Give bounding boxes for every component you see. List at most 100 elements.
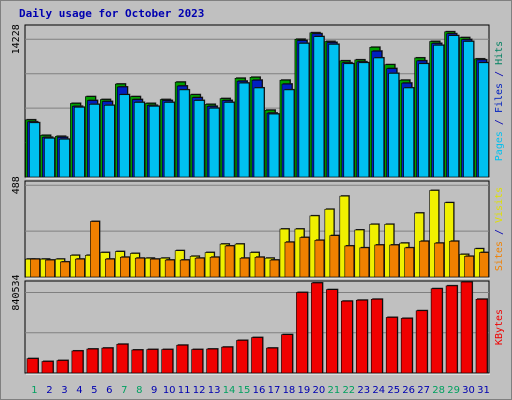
bar-pages-day-7 [118, 94, 130, 178]
day-label-15: 15 [238, 385, 251, 396]
day-label-30: 30 [462, 385, 475, 396]
side-legend-visits: Sites / Visits [494, 187, 505, 271]
bar-sites-day-10 [164, 259, 175, 278]
day-label-28: 28 [432, 385, 445, 396]
bar-kbytes-day-25 [385, 317, 398, 374]
bar-pages-day-25 [388, 73, 400, 178]
bar-pages-day-20 [313, 36, 325, 178]
bar-kbytes-day-6 [101, 347, 114, 374]
bar-pages-day-4 [74, 107, 85, 178]
legend-part-hits-0: Pages [494, 131, 505, 161]
bar-kbytes-day-29 [445, 285, 458, 374]
bar-kbytes-day-26 [400, 318, 413, 374]
bar-sites-day-25 [389, 244, 400, 278]
bar-kbytes-day-18 [281, 334, 293, 374]
bar-kbytes-day-13 [206, 348, 218, 374]
day-label-1: 1 [31, 385, 37, 396]
bar-pages-day-19 [298, 43, 310, 178]
bar-pages-day-24 [373, 57, 385, 178]
day-label-26: 26 [402, 385, 415, 396]
bar-pages-day-17 [268, 113, 280, 178]
bar-pages-day-9 [148, 106, 160, 178]
day-label-23: 23 [357, 385, 370, 396]
bar-kbytes-day-23 [355, 299, 368, 374]
bar-pages-day-23 [358, 62, 370, 178]
bar-pages-day-26 [403, 87, 414, 178]
day-label-25: 25 [387, 385, 400, 396]
legend-part-visits-1: / [494, 223, 505, 241]
bar-sites-day-19 [299, 237, 310, 278]
day-label-10: 10 [163, 385, 176, 396]
legend-part-visits-0: Sites [494, 241, 505, 271]
bar-sites-day-27 [419, 240, 429, 278]
bar-kbytes-day-24 [370, 298, 383, 374]
bar-sites-day-8 [134, 257, 145, 278]
bar-pages-day-18 [283, 89, 295, 178]
day-label-7: 7 [121, 385, 127, 396]
bar-sites-day-6 [105, 258, 115, 278]
bar-kbytes-day-15 [236, 340, 248, 374]
bar-kbytes-day-28 [430, 288, 443, 374]
bar-pages-day-2 [44, 137, 55, 178]
bar-pages-day-13 [208, 107, 220, 178]
bar-kbytes-day-10 [161, 349, 173, 374]
side-legend-hits: Pages / Files / Hits [494, 41, 505, 161]
bar-kbytes-day-17 [266, 347, 278, 374]
day-label-9: 9 [151, 385, 157, 396]
bar-sites-day-26 [404, 247, 414, 278]
bar-pages-day-8 [133, 102, 145, 178]
bar-sites-day-22 [344, 245, 355, 278]
bar-kbytes-day-5 [86, 348, 99, 374]
bar-kbytes-day-12 [191, 349, 203, 374]
bar-sites-day-29 [449, 240, 459, 278]
bar-kbytes-day-8 [131, 349, 144, 374]
bar-pages-day-14 [223, 102, 235, 178]
bar-visits-day-29 [444, 202, 454, 278]
bar-sites-day-23 [359, 247, 370, 278]
legend-part-hits-3: / [494, 65, 505, 83]
bar-sites-day-24 [374, 244, 385, 278]
legend-part-visits-2: Visits [494, 187, 505, 223]
bar-kbytes-day-31 [475, 298, 488, 374]
legend-part-hits-2: Files [494, 83, 505, 113]
day-label-16: 16 [253, 385, 266, 396]
day-label-4: 4 [76, 385, 82, 396]
day-label-5: 5 [91, 385, 97, 396]
bar-pages-day-11 [178, 89, 190, 178]
bar-kbytes-day-16 [251, 337, 263, 374]
legend-part-hits-4: Hits [494, 41, 505, 65]
bar-pages-day-15 [238, 82, 250, 178]
day-label-19: 19 [298, 385, 311, 396]
bar-pages-day-10 [163, 102, 175, 178]
day-label-17: 17 [268, 385, 281, 396]
bar-kbytes-day-27 [415, 310, 428, 374]
day-label-13: 13 [208, 385, 221, 396]
bar-sites-day-21 [329, 235, 340, 278]
bar-pages-day-5 [89, 104, 100, 178]
day-label-20: 20 [313, 385, 326, 396]
day-label-3: 3 [61, 385, 67, 396]
day-label-8: 8 [136, 385, 142, 396]
bar-pages-day-31 [478, 62, 489, 178]
bar-sites-day-15 [239, 257, 250, 278]
bar-kbytes-day-21 [326, 289, 338, 374]
bar-kbytes-day-2 [41, 361, 54, 374]
bar-sites-day-1 [30, 258, 40, 278]
bar-pages-day-22 [343, 63, 355, 178]
bar-sites-day-9 [149, 258, 160, 278]
day-label-2: 2 [46, 385, 52, 396]
ymax-label-kbytes: 840534 [11, 274, 22, 310]
bar-kbytes-day-14 [221, 346, 233, 374]
bar-pages-day-6 [104, 105, 115, 178]
bar-kbytes-day-22 [341, 300, 353, 374]
bar-pages-day-27 [418, 63, 429, 178]
bar-kbytes-day-19 [296, 292, 308, 374]
bar-sites-day-4 [75, 258, 85, 278]
bar-kbytes-day-20 [311, 282, 323, 374]
bar-sites-day-5 [90, 221, 100, 278]
day-label-22: 22 [342, 385, 355, 396]
bar-pages-day-29 [448, 35, 459, 178]
bar-sites-day-3 [60, 261, 70, 278]
bar-visits-day-28 [429, 190, 439, 278]
bar-pages-day-12 [193, 100, 205, 178]
